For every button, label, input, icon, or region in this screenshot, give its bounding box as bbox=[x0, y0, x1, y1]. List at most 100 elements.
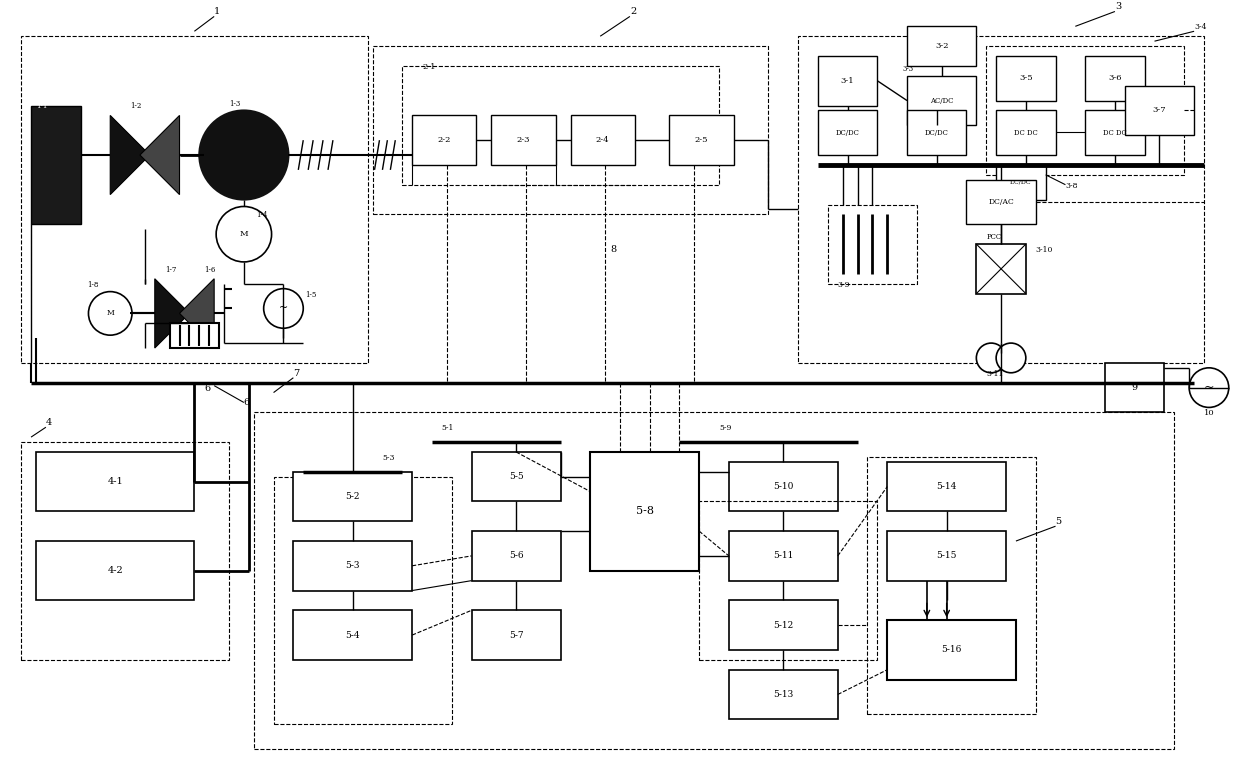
Text: DC/DC: DC/DC bbox=[836, 129, 859, 136]
Text: 5-8: 5-8 bbox=[636, 506, 653, 516]
Text: 5-2: 5-2 bbox=[346, 492, 360, 501]
Text: 3-7: 3-7 bbox=[1153, 107, 1167, 115]
Text: DC/DC: DC/DC bbox=[1011, 179, 1032, 185]
Bar bbox=[1125, 86, 1194, 135]
Bar bbox=[412, 115, 476, 165]
Text: 5-3: 5-3 bbox=[382, 454, 394, 462]
Text: 5-5: 5-5 bbox=[508, 472, 523, 481]
Text: 1-4: 1-4 bbox=[255, 211, 267, 219]
Text: 1: 1 bbox=[215, 8, 221, 16]
Circle shape bbox=[996, 343, 1025, 373]
Text: 5-1: 5-1 bbox=[441, 424, 454, 432]
Text: 2-1: 2-1 bbox=[422, 63, 435, 71]
Text: 5-11: 5-11 bbox=[773, 551, 794, 560]
Text: 3-11: 3-11 bbox=[986, 370, 1003, 378]
Circle shape bbox=[264, 289, 304, 328]
Bar bbox=[471, 531, 560, 580]
Bar bbox=[906, 111, 966, 155]
Bar bbox=[799, 36, 1204, 363]
Text: 1-2: 1-2 bbox=[130, 102, 141, 111]
Text: 5-16: 5-16 bbox=[941, 645, 962, 654]
Bar bbox=[699, 502, 878, 660]
Text: DC/DC: DC/DC bbox=[925, 129, 949, 136]
Bar bbox=[888, 462, 1006, 512]
Text: 5-14: 5-14 bbox=[936, 482, 957, 491]
Text: M: M bbox=[239, 230, 248, 238]
Text: 1-6: 1-6 bbox=[205, 266, 216, 274]
Text: DC DC: DC DC bbox=[1104, 129, 1127, 136]
Bar bbox=[996, 56, 1055, 101]
Bar bbox=[729, 601, 838, 650]
Text: 3: 3 bbox=[1115, 2, 1121, 12]
Text: 3-8: 3-8 bbox=[1065, 182, 1078, 190]
Bar bbox=[274, 477, 451, 724]
Polygon shape bbox=[140, 115, 180, 194]
Text: 5-10: 5-10 bbox=[773, 482, 794, 491]
Bar bbox=[906, 76, 976, 126]
Circle shape bbox=[216, 207, 272, 262]
Text: 3-10: 3-10 bbox=[1035, 246, 1053, 254]
Text: 9: 9 bbox=[1132, 383, 1138, 392]
Bar bbox=[729, 670, 838, 719]
Text: 5-13: 5-13 bbox=[774, 690, 794, 699]
Polygon shape bbox=[110, 115, 150, 194]
Bar bbox=[670, 115, 734, 165]
Bar bbox=[294, 472, 412, 521]
Text: 5-15: 5-15 bbox=[936, 551, 957, 560]
Bar bbox=[868, 457, 1035, 714]
Bar bbox=[906, 27, 976, 66]
Bar bbox=[1085, 111, 1145, 155]
Text: 3-9: 3-9 bbox=[838, 281, 851, 289]
Text: 5-3: 5-3 bbox=[346, 562, 360, 570]
Bar bbox=[996, 165, 1045, 200]
Bar bbox=[996, 111, 1055, 155]
Bar bbox=[888, 620, 1016, 679]
Text: 5-9: 5-9 bbox=[719, 424, 732, 432]
Bar bbox=[729, 462, 838, 512]
Bar bbox=[729, 531, 838, 580]
Bar bbox=[976, 244, 1025, 293]
Circle shape bbox=[200, 111, 289, 200]
Text: 4-1: 4-1 bbox=[108, 477, 123, 486]
Bar bbox=[294, 610, 412, 660]
Bar bbox=[170, 323, 219, 348]
Text: 3-6: 3-6 bbox=[1109, 74, 1122, 83]
Polygon shape bbox=[155, 278, 190, 348]
Text: 6: 6 bbox=[205, 384, 211, 392]
Text: 8: 8 bbox=[610, 245, 616, 254]
Text: DC DC: DC DC bbox=[1014, 129, 1038, 136]
Text: 5-12: 5-12 bbox=[774, 621, 794, 629]
Bar bbox=[254, 413, 1174, 749]
Bar bbox=[21, 442, 229, 660]
Text: 5-6: 5-6 bbox=[508, 551, 523, 560]
Text: AC/DC: AC/DC bbox=[930, 97, 954, 105]
Bar bbox=[471, 610, 560, 660]
Text: 7: 7 bbox=[294, 369, 300, 378]
Text: 3-2: 3-2 bbox=[935, 42, 949, 50]
Text: 3-4: 3-4 bbox=[1194, 23, 1207, 31]
Text: 1-3: 1-3 bbox=[229, 100, 241, 108]
Bar bbox=[966, 179, 1035, 225]
Bar bbox=[818, 56, 878, 105]
Text: 1-8: 1-8 bbox=[88, 281, 99, 289]
Bar bbox=[471, 452, 560, 502]
Text: 2-5: 2-5 bbox=[694, 136, 708, 144]
Bar bbox=[31, 105, 81, 225]
Bar bbox=[402, 66, 719, 185]
Bar bbox=[986, 46, 1184, 175]
Text: 5-7: 5-7 bbox=[508, 630, 523, 640]
Bar bbox=[21, 36, 367, 363]
Text: 3-5: 3-5 bbox=[1019, 74, 1033, 83]
Bar bbox=[372, 46, 769, 214]
Text: 2-2: 2-2 bbox=[438, 136, 451, 144]
Text: 3-1: 3-1 bbox=[841, 76, 854, 85]
Bar bbox=[1085, 56, 1145, 101]
Bar bbox=[818, 111, 878, 155]
Bar bbox=[570, 115, 635, 165]
Text: 2: 2 bbox=[630, 8, 636, 16]
Bar bbox=[491, 115, 556, 165]
Text: 4-2: 4-2 bbox=[108, 566, 123, 575]
Bar bbox=[294, 541, 412, 590]
Circle shape bbox=[1189, 368, 1229, 407]
Bar bbox=[36, 541, 195, 601]
